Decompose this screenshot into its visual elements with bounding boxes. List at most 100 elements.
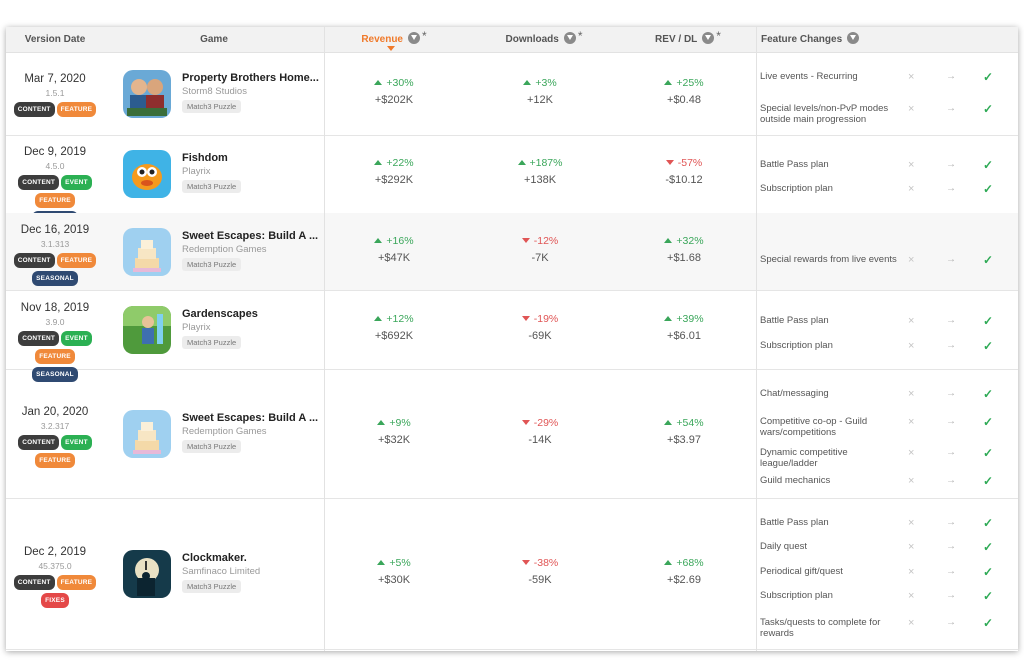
arrow-right-icon[interactable]: → [946,517,956,528]
reject-x-icon[interactable]: × [908,315,915,327]
metric-percent: +54% [676,416,704,429]
arrow-right-icon[interactable]: → [946,340,956,351]
metric-percent: +3% [535,76,557,89]
feature-change-label: Periodical gift/quest [760,566,843,577]
col-feature-changes[interactable]: Feature Changes [761,27,871,52]
arrow-right-icon[interactable]: → [946,388,956,399]
table-row[interactable]: Mar 7, 2020 1.5.1 CONTENT FEATURE Propert… [6,52,1018,136]
arrow-right-icon[interactable]: → [946,475,956,486]
reject-x-icon[interactable]: × [908,475,915,487]
arrow-right-icon[interactable]: → [946,159,956,170]
check-icon[interactable]: ✓ [983,314,994,328]
game-title[interactable]: Clockmaker. [182,551,247,564]
reject-x-icon[interactable]: × [908,447,915,459]
col-game[interactable]: Game [104,27,324,52]
check-icon[interactable]: ✓ [983,102,994,116]
check-icon[interactable]: ✓ [983,415,994,429]
metric-change: +5% [334,557,454,569]
reject-x-icon[interactable]: × [908,617,915,629]
game-app-icon[interactable] [123,305,171,354]
metric-cell: +54% +$3.97 [624,417,744,446]
tag-badge: CONTENT [13,574,55,590]
reject-x-icon[interactable]: × [908,183,915,195]
filter-icon[interactable] [563,32,576,45]
col-downloads[interactable]: Downloads * [474,27,614,52]
reject-x-icon[interactable]: × [908,388,915,400]
reject-x-icon[interactable]: × [908,159,915,171]
reject-x-icon[interactable]: × [908,541,915,553]
asterisk: * [422,29,427,43]
check-icon[interactable]: ✓ [983,70,994,84]
game-title[interactable]: Sweet Escapes: Build A ... [182,229,319,242]
arrow-right-icon[interactable]: → [946,590,956,601]
check-icon[interactable]: ✓ [983,339,994,353]
game-title[interactable]: Fishdom [182,152,228,164]
arrow-right-icon[interactable]: → [946,183,956,194]
reject-x-icon[interactable]: × [908,254,915,266]
check-icon[interactable]: ✓ [983,474,994,488]
game-title[interactable]: Gardenscapes [182,307,258,320]
check-icon[interactable]: ✓ [983,616,994,630]
check-icon[interactable]: ✓ [983,516,994,530]
metric-cell: -29% -14K [480,417,600,446]
metric-change: -29% [480,417,600,429]
col-rev-dl[interactable]: REV / DL * [618,27,758,52]
arrow-right-icon[interactable]: → [946,254,956,265]
release-date: Jan 20, 2020 [21,405,89,418]
reject-x-icon[interactable]: × [908,416,915,428]
check-icon[interactable]: ✓ [983,158,994,172]
check-icon[interactable]: ✓ [983,589,994,603]
arrow-right-icon[interactable]: → [946,315,956,326]
game-app-icon[interactable] [123,409,171,458]
game-app-icon[interactable] [123,150,171,198]
metric-change: +3% [480,77,600,89]
col-revenue[interactable]: Revenue * [324,27,464,52]
reject-x-icon[interactable]: × [908,566,915,578]
tag-badges: CONTENT FEATURE SEASONAL [6,251,104,287]
arrow-right-icon[interactable]: → [946,103,956,114]
tag-badge: FIXES [41,592,69,608]
metric-percent: +32% [676,234,704,247]
filter-icon[interactable] [702,32,715,45]
reject-x-icon[interactable]: × [908,517,915,529]
table-row[interactable]: Dec 16, 2019 3.1.313 CONTENT FEATURE SEASO… [6,213,1018,291]
arrow-right-icon[interactable]: → [946,447,956,458]
game-app-icon[interactable] [123,227,171,276]
table-row[interactable]: Dec 2, 2019 45.375.0 CONTENT FEATURE FIXES… [6,498,1018,650]
check-icon[interactable]: ✓ [983,182,994,196]
check-icon[interactable]: ✓ [983,253,994,267]
asterisk: * [716,29,721,43]
feature-change-label: Battle Pass plan [760,315,829,326]
arrow-right-icon[interactable]: → [946,416,956,427]
feature-change-label: Special levels/non-PvP modes outside mai… [760,103,889,125]
metric-value: +$6.01 [667,329,701,342]
col-version-date[interactable]: Version Date [6,27,104,52]
feature-change-label: Chat/messaging [760,388,829,399]
game-title[interactable]: Sweet Escapes: Build A ... [182,411,319,424]
check-icon[interactable]: ✓ [983,387,994,401]
game-developer: Redemption Games [182,243,267,255]
check-icon[interactable]: ✓ [983,540,994,554]
reject-x-icon[interactable]: × [908,590,915,602]
table-row[interactable]: Dec 9, 2019 4.5.0 CONTENTEVENTFEATURESEA… [6,135,1018,226]
game-title[interactable]: Property Brothers Home... [182,71,319,84]
check-icon[interactable]: ✓ [983,446,994,460]
reject-x-icon[interactable]: × [908,103,915,115]
table-row[interactable]: Jan 20, 2020 3.2.317 CONTENT EVENT FEATURE… [6,369,1018,499]
metric-change: -12% [480,235,600,247]
table-row[interactable]: Nov 18, 2019 3.9.0 CONTENT EVENT FEATURE SE… [6,290,1018,382]
check-icon[interactable]: ✓ [983,565,994,579]
version-number: 1.5.1 [45,88,65,98]
arrow-right-icon[interactable]: → [946,617,956,628]
game-app-icon[interactable] [123,549,171,598]
game-app-icon[interactable] [123,69,171,118]
arrow-right-icon[interactable]: → [946,541,956,552]
metric-change: -57% [624,157,744,169]
reject-x-icon[interactable]: × [908,340,915,352]
arrow-right-icon[interactable]: → [946,71,956,82]
filter-icon[interactable] [408,32,420,45]
arrow-right-icon[interactable]: → [946,566,956,577]
version-number: 3.1.313 [40,238,70,249]
filter-icon[interactable] [847,32,860,45]
reject-x-icon[interactable]: × [908,71,915,83]
